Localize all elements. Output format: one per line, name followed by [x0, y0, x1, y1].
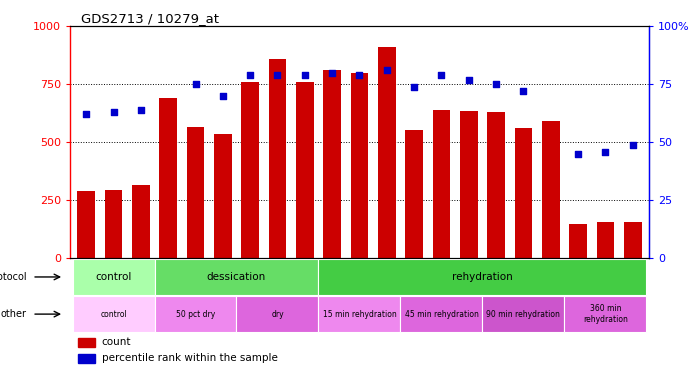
Point	[572, 151, 584, 157]
Point	[108, 109, 119, 115]
Bar	[105, 190, 122, 258]
Point	[299, 72, 311, 78]
Bar	[73, 259, 154, 295]
Point	[190, 81, 201, 87]
Bar	[154, 259, 318, 295]
Point	[600, 148, 611, 154]
Bar	[433, 110, 450, 258]
Bar	[186, 127, 205, 258]
Point	[354, 72, 365, 78]
Bar	[132, 185, 150, 258]
Point	[327, 70, 338, 76]
Text: rehydration: rehydration	[452, 272, 513, 282]
Text: 50 pct dry: 50 pct dry	[176, 310, 215, 319]
Point	[518, 88, 529, 94]
Bar	[269, 59, 286, 258]
Text: control: control	[96, 272, 132, 282]
Text: percentile rank within the sample: percentile rank within the sample	[102, 354, 278, 363]
Text: other: other	[1, 309, 27, 319]
Bar	[487, 112, 505, 258]
Point	[408, 84, 419, 90]
Point	[217, 93, 228, 99]
Bar	[350, 73, 369, 258]
Bar	[237, 296, 318, 332]
Text: GDS2713 / 10279_at: GDS2713 / 10279_at	[82, 12, 219, 25]
Point	[80, 111, 91, 117]
Bar	[154, 296, 237, 332]
Bar	[323, 70, 341, 258]
Bar	[401, 296, 482, 332]
Bar	[214, 134, 232, 258]
Point	[381, 68, 392, 74]
Bar	[242, 82, 259, 258]
Point	[436, 72, 447, 78]
Text: protocol: protocol	[0, 272, 27, 282]
Bar	[597, 222, 614, 258]
Bar	[318, 296, 401, 332]
Bar	[569, 224, 587, 258]
Point	[463, 76, 475, 82]
Bar	[514, 128, 533, 258]
Text: 360 min
rehydration: 360 min rehydration	[583, 304, 628, 324]
Text: 90 min rehydration: 90 min rehydration	[487, 310, 560, 319]
Bar	[296, 82, 313, 258]
Text: dessication: dessication	[207, 272, 266, 282]
Text: count: count	[102, 338, 131, 347]
Bar	[406, 129, 423, 258]
Text: 15 min rehydration: 15 min rehydration	[322, 310, 396, 319]
Bar	[378, 47, 396, 258]
Text: control: control	[100, 310, 127, 319]
Bar	[460, 111, 477, 258]
Text: 45 min rehydration: 45 min rehydration	[405, 310, 478, 319]
Bar	[77, 191, 95, 258]
Point	[244, 72, 255, 78]
Point	[135, 107, 147, 113]
Text: dry: dry	[272, 310, 284, 319]
Bar	[482, 296, 565, 332]
Bar	[565, 296, 646, 332]
Point	[491, 81, 502, 87]
Bar	[78, 354, 95, 363]
Point	[272, 72, 283, 78]
Bar	[159, 98, 177, 258]
Point	[628, 142, 639, 148]
Bar	[318, 259, 646, 295]
Bar	[73, 296, 154, 332]
Bar	[542, 122, 560, 258]
Bar	[624, 222, 641, 258]
Bar	[78, 338, 95, 347]
